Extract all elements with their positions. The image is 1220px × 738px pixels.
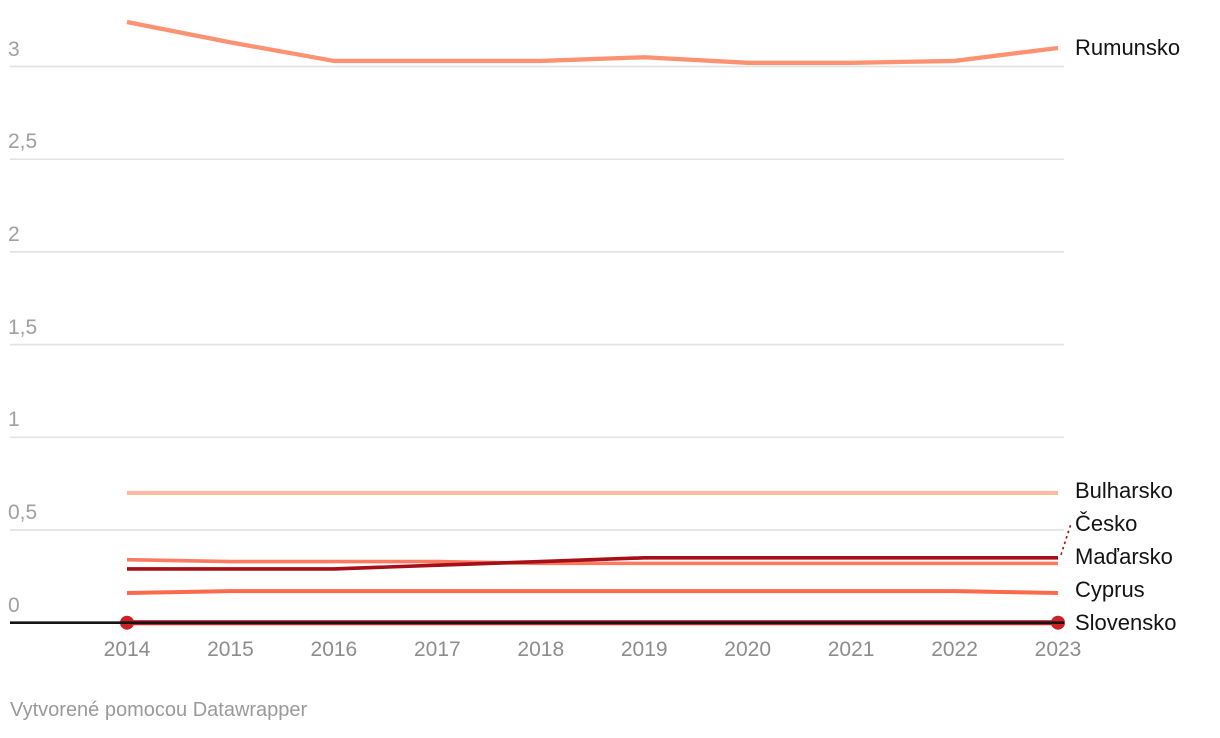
label-leader-line-cesko xyxy=(1060,523,1072,556)
line-madarsko[interactable] xyxy=(126,557,1058,566)
line-rumunsko[interactable] xyxy=(126,19,1059,65)
line-cyprus[interactable] xyxy=(126,589,1059,596)
attribution-text: Vytvorené pomocou Datawrapper xyxy=(10,699,308,721)
line-cesko[interactable] xyxy=(127,556,1058,571)
